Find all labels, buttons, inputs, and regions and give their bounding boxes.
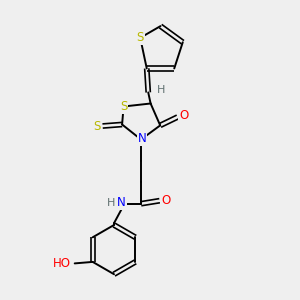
Text: S: S: [120, 100, 127, 113]
Text: S: S: [136, 31, 144, 44]
Text: HO: HO: [52, 257, 70, 270]
Text: H: H: [107, 198, 115, 208]
Text: N: N: [117, 196, 126, 209]
Text: O: O: [161, 194, 170, 207]
Text: O: O: [179, 109, 188, 122]
Text: S: S: [93, 119, 100, 133]
Text: H: H: [157, 85, 165, 95]
Text: N: N: [137, 132, 146, 145]
